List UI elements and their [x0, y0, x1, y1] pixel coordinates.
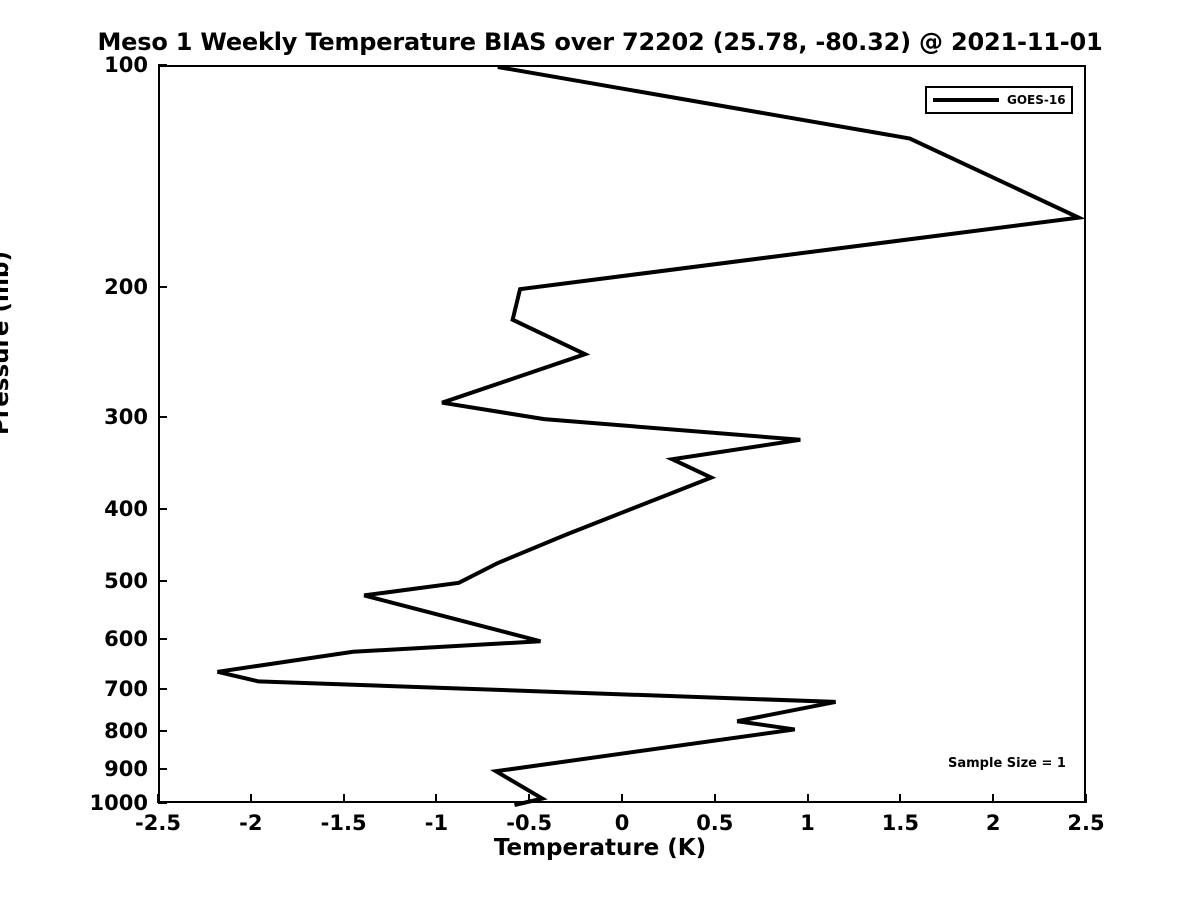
x-tick-mark [899, 794, 902, 803]
x-tick-label: 0 [614, 811, 630, 835]
x-axis-label: Temperature (K) [493, 835, 707, 861]
x-tick-label: -0.5 [506, 811, 553, 835]
x-tick-label: 2 [985, 811, 1001, 835]
sample-size-annotation: Sample Size = 1 [948, 756, 1066, 771]
y-tick-label: 400 [104, 497, 148, 522]
y-tick-mark [158, 730, 167, 733]
plot-area [158, 65, 1086, 807]
y-tick-mark [158, 416, 167, 419]
x-tick-label: -2.5 [135, 811, 181, 835]
data-line-goes-16 [217, 65, 1086, 807]
x-tick-mark [713, 794, 716, 803]
x-tick-label: -2 [239, 811, 263, 835]
y-tick-label: 500 [104, 568, 148, 593]
x-tick-label: 1.5 [881, 811, 919, 835]
y-tick-mark [158, 508, 167, 511]
x-tick-mark [1085, 794, 1087, 803]
x-tick-label: 2.5 [1067, 811, 1105, 835]
chart-title: Meso 1 Weekly Temperature BIAS over 7220… [97, 28, 1103, 56]
y-tick-label: 700 [104, 676, 148, 701]
legend: GOES-16 [925, 86, 1073, 114]
x-tick-label: -1.5 [320, 811, 367, 835]
x-tick-mark [621, 794, 623, 803]
y-tick-label: 1000 [89, 791, 148, 815]
y-tick-mark [158, 802, 167, 804]
y-tick-mark [158, 286, 167, 289]
legend-line-goes-16 [933, 98, 999, 102]
y-tick-label: 600 [104, 627, 148, 652]
y-tick-mark [158, 768, 167, 771]
x-tick-label: 0.5 [696, 811, 734, 835]
y-tick-label: 100 [104, 53, 148, 77]
y-tick-label: 200 [104, 275, 148, 300]
y-tick-mark [158, 579, 167, 582]
x-tick-label: -1 [424, 811, 449, 835]
x-tick-mark [992, 794, 995, 803]
x-tick-mark [157, 794, 159, 803]
y-tick-mark [158, 687, 167, 690]
x-tick-mark [528, 794, 531, 803]
data-series-svg [217, 65, 1086, 807]
y-tick-label: 300 [104, 405, 148, 430]
y-tick-label: 900 [104, 757, 148, 782]
x-tick-mark [249, 794, 252, 803]
legend-label-goes-16: GOES-16 [1007, 93, 1066, 107]
x-tick-mark [435, 794, 438, 803]
x-tick-mark [806, 794, 809, 803]
x-tick-mark [342, 794, 345, 803]
y-tick-mark [158, 64, 167, 66]
y-tick-mark [158, 638, 167, 641]
y-tick-label: 800 [104, 719, 148, 744]
x-tick-label: 1 [800, 811, 815, 835]
